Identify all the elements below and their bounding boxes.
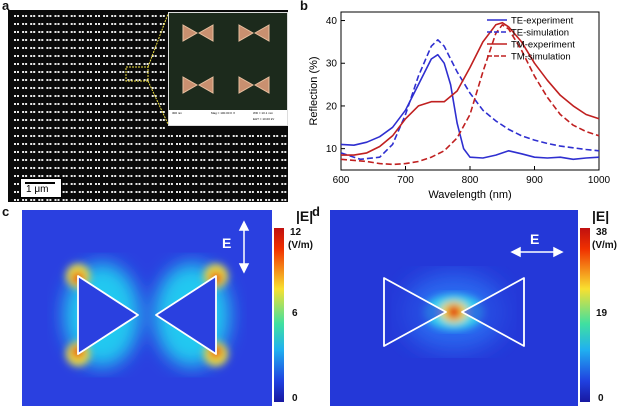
colorbar-d-mid: 19: [596, 308, 608, 319]
y-axis-label: Reflection (%): [308, 56, 320, 125]
legend-label: TM-experiment: [511, 40, 575, 51]
sem-inset: 300 nm Mag = 100.00 K X WD = 10.1 mm EHT…: [168, 12, 288, 126]
sem-image: 300 nm Mag = 100.00 K X WD = 10.1 mm EHT…: [8, 10, 288, 202]
inset-bowties: [182, 24, 270, 94]
bowtie-left-outline: [383, 277, 447, 347]
panel-label-c: c: [2, 204, 10, 219]
field-map-d: E: [330, 210, 578, 406]
colorbar-c-unit: (V/m): [288, 240, 313, 251]
sem-array: [14, 13, 287, 201]
arrow-horizontal-icon: [510, 246, 564, 258]
colorbar-c-title: |E|: [296, 208, 314, 224]
y-tick-label: 10: [326, 144, 338, 155]
field-map-c: E: [22, 210, 272, 406]
chart-svg: 600 700 800 900 1000 10 20 30 40 Wavelength (nm) R…: [308, 11, 611, 201]
panel-label-a: a: [2, 0, 10, 13]
y-tick-label: 40: [326, 16, 338, 27]
series-line-te-experiment: [340, 53, 600, 161]
series-line-tm-simulation: [340, 23, 600, 166]
x-tick-label: 700: [397, 175, 414, 186]
colorbar-d-unit: (V/m): [592, 240, 617, 251]
series-line-te-simulation: [340, 38, 600, 161]
panel-label-d: d: [312, 204, 320, 219]
colorbar-d-title: |E|: [592, 208, 610, 224]
panel-label-b: b: [300, 0, 308, 13]
x-tick-label: 600: [333, 175, 350, 186]
colorbar-c-mid: 6: [292, 308, 298, 319]
colorbar-c-min: 0: [292, 393, 298, 404]
arrow-vertical-icon: [238, 220, 250, 274]
x-tick-label: 900: [526, 175, 543, 186]
scale-bar-label: 1 μm: [26, 184, 49, 195]
x-axis-label: Wavelength (nm): [428, 189, 511, 201]
y-tick-label: 30: [326, 59, 338, 70]
field-label-c: E: [222, 235, 231, 251]
inset-wd-text: WD = 10.1 mm: [253, 111, 274, 115]
inset-eht-text: EHT = 10.00 kV: [253, 117, 275, 121]
legend-label: TE-experiment: [511, 16, 574, 27]
colorbar-c: [274, 228, 284, 402]
scale-bar-box: 1 μm: [20, 178, 62, 198]
x-tick-label: 800: [462, 175, 479, 186]
series-line-tm-experiment: [341, 21, 600, 156]
field-label-d: E: [530, 231, 539, 247]
colorbar-d-min: 0: [598, 393, 604, 404]
inset-mag-text: Mag = 100.00 K X: [211, 111, 236, 115]
x-tick-label: 1000: [588, 175, 611, 186]
triangle-right-outline: [155, 275, 217, 355]
reflection-chart: 600 700 800 900 1000 10 20 30 40 Wavelength (nm) R…: [296, 0, 624, 205]
colorbar-d: [580, 228, 590, 402]
y-tick-label: 20: [326, 101, 338, 112]
legend-label: TE-simulation: [511, 28, 569, 39]
colorbar-d-max: 38: [596, 227, 608, 238]
scale-bar-line: [25, 182, 55, 184]
inset-footer: 300 nm Mag = 100.00 K X WD = 10.1 mm EHT…: [169, 110, 287, 125]
triangle-left-outline: [77, 275, 139, 355]
colorbar-c-max: 12: [290, 227, 302, 238]
legend-label: TM-simulation: [511, 52, 571, 63]
inset-scale-text: 300 nm: [172, 111, 183, 115]
bowtie-right-outline: [461, 277, 525, 347]
